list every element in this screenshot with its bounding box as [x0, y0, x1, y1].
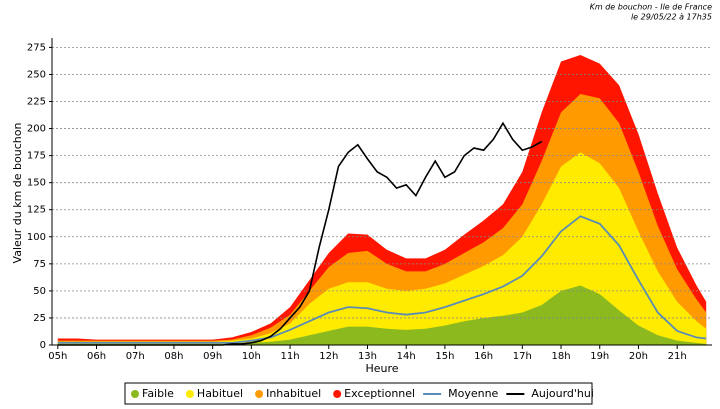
y-tick-label: 50 — [33, 286, 46, 297]
legend-label[interactable]: Aujourd'hui — [531, 387, 594, 400]
x-tick-label: 16h — [474, 351, 493, 362]
x-tick-label: 20h — [629, 351, 648, 362]
x-tick-label: 14h — [397, 351, 416, 362]
legend-marker — [131, 390, 139, 398]
y-axis-label: Valeur du km de bouchon — [11, 123, 24, 264]
area — [57, 285, 707, 345]
legend-marker — [185, 390, 194, 398]
legend-marker — [333, 390, 342, 398]
y-tick-label: 200 — [27, 124, 46, 135]
x-tick-label: 05h — [48, 351, 67, 362]
x-tick-label: 21h — [668, 351, 687, 362]
y-tick-label: 175 — [27, 151, 46, 162]
x-tick-label: 10h — [242, 351, 261, 362]
x-tick-label: 19h — [590, 351, 609, 362]
x-tick-label: 12h — [319, 351, 338, 362]
y-tick-label: 150 — [27, 178, 46, 189]
y-tick-label: 25 — [33, 313, 46, 324]
chart-subtitle: le 29/05/22 à 17h35 — [631, 13, 712, 22]
x-tick-label: 17h — [513, 351, 532, 362]
x-tick-label: 06h — [87, 351, 106, 362]
y-tick-label: 0 — [40, 340, 46, 351]
legend-label[interactable]: Moyenne — [448, 387, 498, 400]
legend-box — [124, 382, 593, 405]
x-tick-label: 09h — [203, 351, 222, 362]
x-axis-label: Heure — [365, 362, 398, 375]
legend-label[interactable]: Faible — [142, 387, 174, 400]
y-tick-label: 100 — [27, 232, 46, 243]
x-tick-label: 07h — [126, 351, 145, 362]
chart-title: Km de bouchon - Ile de France — [590, 3, 712, 12]
legend-marker — [255, 390, 264, 398]
y-tick-label: 250 — [27, 69, 46, 80]
line — [57, 215, 707, 344]
x-tick-label: 08h — [164, 351, 183, 362]
legend-label[interactable]: Inhabituel — [266, 387, 321, 400]
legend-label[interactable]: Exceptionnel — [344, 387, 415, 400]
y-tick-label: 275 — [27, 42, 46, 53]
x-tick-label: 18h — [552, 351, 571, 362]
legend-label[interactable]: Habituel — [197, 387, 243, 400]
y-tick-label: 225 — [27, 97, 46, 108]
x-tick-label: 15h — [435, 351, 454, 362]
area — [57, 152, 707, 345]
x-tick-label: 11h — [281, 351, 300, 362]
x-tick-label: 13h — [358, 351, 377, 362]
y-tick-label: 125 — [27, 205, 46, 216]
y-tick-label: 75 — [33, 259, 46, 270]
